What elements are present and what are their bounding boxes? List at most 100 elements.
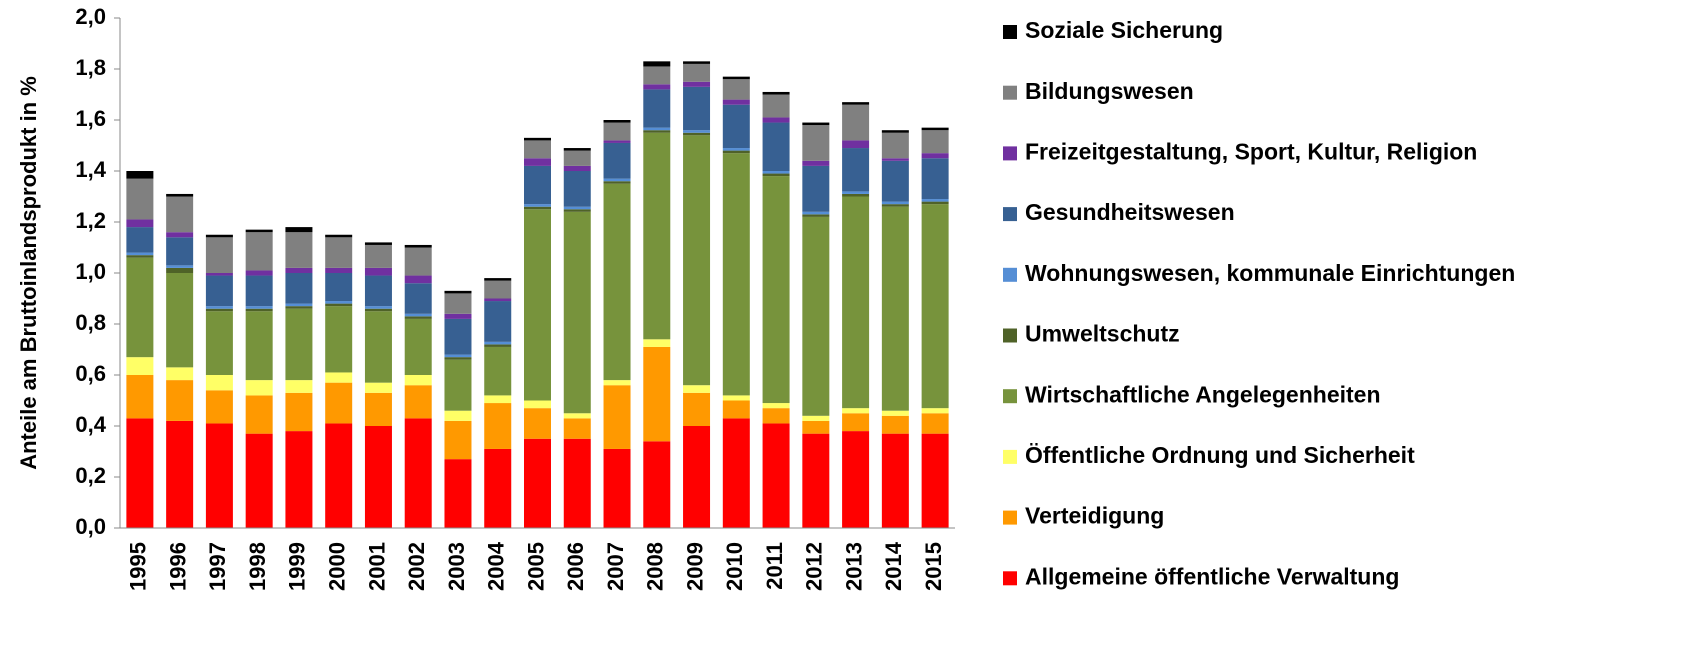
bar-segment [563, 413, 591, 419]
bar-segment [325, 301, 353, 304]
x-tick-label: 2014 [881, 541, 906, 591]
bar-segment [404, 375, 432, 386]
legend-label: Wirtschaftliche Angelegenheiten [1025, 381, 1381, 407]
legend-label: Wohnungswesen, kommunale Einrichtungen [1025, 260, 1515, 286]
legend-label: Soziale Sicherung [1025, 17, 1223, 43]
bar-segment [484, 395, 512, 404]
bar-segment [285, 232, 313, 268]
bar-segment [683, 86, 711, 131]
legend-label: Öffentliche Ordnung und Sicherheit [1025, 442, 1415, 468]
legend-label: Bildungswesen [1025, 78, 1194, 104]
bar-segment [444, 293, 472, 314]
bar-segment [484, 346, 512, 396]
bar-segment [842, 148, 870, 192]
bar-segment [126, 255, 154, 258]
bar-segment [205, 375, 233, 391]
bar-segment [643, 132, 671, 340]
bar-segment [166, 193, 194, 197]
bar-segment [285, 431, 313, 528]
bar-segment [245, 306, 273, 309]
bar-segment [722, 400, 750, 419]
bar-segment [325, 267, 353, 273]
bar-segment [683, 61, 711, 64]
bar-segment [881, 433, 909, 528]
bar-segment [364, 311, 392, 383]
bar-segment [325, 423, 353, 528]
x-tick-label: 2015 [921, 542, 946, 591]
bar-segment [563, 418, 591, 439]
bar-segment [364, 308, 392, 312]
bar-segment [404, 316, 432, 319]
legend-label: Allgemeine öffentliche Verwaltung [1025, 563, 1399, 589]
bar-segment [762, 423, 790, 528]
bar-segment [404, 385, 432, 419]
bar-segment [722, 76, 750, 80]
bar-segment [643, 127, 671, 131]
bar-segment [285, 308, 313, 381]
bar-segment [126, 178, 154, 220]
legend-swatch [1003, 85, 1017, 100]
x-tick-label: 2004 [484, 541, 509, 591]
y-tick-label: 0,8 [75, 310, 106, 335]
bar-segment [444, 459, 472, 528]
bar-segment [881, 206, 909, 411]
bar-segment [643, 130, 671, 133]
bar-segment [842, 196, 870, 409]
bar-segment [404, 283, 432, 314]
bar-segment [205, 275, 233, 307]
bar-segment [683, 63, 711, 82]
bar-segment [762, 91, 790, 95]
bar-segment [762, 171, 790, 174]
bar-segment [205, 306, 233, 309]
bar-segment [802, 214, 830, 217]
y-tick-label: 0,0 [75, 514, 106, 539]
bar-segment [245, 232, 273, 271]
bar-segment [205, 234, 233, 238]
bar-segment [881, 160, 909, 202]
bar-segment [325, 372, 353, 383]
bar-segment [842, 408, 870, 414]
bar-segment [364, 267, 392, 276]
bar-segment [762, 173, 790, 177]
bar-segment [444, 318, 472, 355]
x-tick-label: 1996 [165, 542, 190, 591]
bar-segment [563, 150, 591, 166]
bar-segment [921, 408, 949, 414]
bar-segment [205, 390, 233, 424]
x-tick-label: 2005 [523, 542, 548, 591]
x-tick-label: 2009 [682, 542, 707, 591]
legend-label: Freizeitgestaltung, Sport, Kultur, Relig… [1025, 138, 1477, 164]
bar-segment [842, 140, 870, 149]
bar-segment [245, 270, 273, 276]
bar-segment [444, 354, 472, 358]
bar-segment [484, 278, 512, 281]
bar-segment [921, 204, 949, 409]
bar-segment [404, 318, 432, 375]
bar-segment [404, 313, 432, 317]
bar-segment [683, 130, 711, 133]
bar-segment [444, 313, 472, 319]
bar-segment [881, 415, 909, 434]
x-tick-label: 1997 [205, 542, 230, 591]
bar-segment [842, 102, 870, 105]
bar-segment [603, 448, 631, 528]
bar-segment [166, 265, 194, 268]
bar-segment [881, 410, 909, 416]
bar-segment [643, 61, 671, 67]
bar-segment [285, 306, 313, 309]
bar-segment [364, 244, 392, 268]
bar-segment [245, 275, 273, 307]
bar-segment [205, 311, 233, 375]
bar-segment [881, 201, 909, 205]
bar-segment [285, 303, 313, 307]
x-tick-label: 2012 [802, 542, 827, 591]
bar-segment [364, 306, 392, 309]
bar-segment [842, 104, 870, 141]
bar-segment [921, 158, 949, 200]
bar-segment [245, 395, 273, 434]
bar-segment [404, 418, 432, 528]
bar-segment [126, 252, 154, 256]
legend-label: Umweltschutz [1025, 321, 1180, 347]
bar-segment [842, 191, 870, 194]
